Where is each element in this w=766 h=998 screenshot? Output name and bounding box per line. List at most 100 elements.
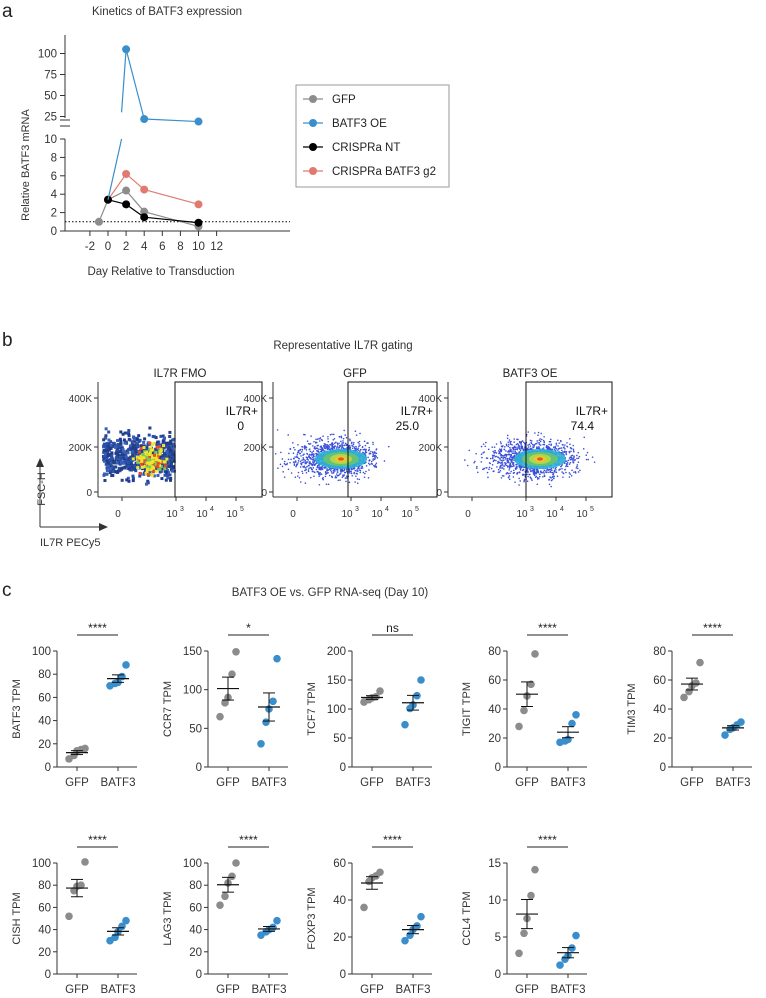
event-dot [311, 456, 314, 459]
event-dot [506, 457, 509, 460]
event-dot [335, 473, 338, 475]
event-dot [103, 452, 107, 456]
dotplot-cish-tpm: 0 20 40 60 80 100 CISH TPM GFP BATF3 **** [11, 833, 137, 996]
event-dot [171, 447, 175, 451]
event-dot [340, 440, 342, 443]
event-dot [349, 470, 352, 473]
event-dot [139, 454, 143, 458]
x-tick-label: GFP [65, 984, 89, 996]
event-dot [508, 457, 511, 459]
event-dot [299, 481, 302, 483]
event-dot [510, 456, 513, 459]
event-dot [152, 435, 156, 439]
y-axis-label: BATF3 TPM [11, 679, 23, 739]
event-dot [538, 439, 541, 442]
event-dot [107, 444, 111, 448]
event-dot [569, 473, 572, 475]
event-dot [168, 473, 172, 477]
event-dot [504, 454, 506, 456]
event-dot [358, 445, 360, 448]
event-dot [322, 477, 324, 479]
event-dot [507, 472, 510, 475]
x-tick-label: 0 [115, 509, 121, 520]
event-dot [542, 447, 545, 449]
event-dot [115, 454, 119, 458]
x-tick-label: BATF3 [252, 777, 287, 789]
event-dot [501, 464, 503, 467]
event-dot [543, 475, 546, 478]
event-dot [503, 465, 506, 467]
event-dot [552, 473, 555, 476]
event-dot [108, 471, 112, 475]
gate-value: 74.4 [571, 419, 595, 433]
event-dot [149, 457, 153, 461]
event-dot [485, 467, 487, 469]
series-batf3-oe [107, 45, 203, 200]
event-dot [562, 476, 564, 478]
significance-label: **** [88, 621, 107, 635]
event-dot [160, 467, 164, 471]
event-dot [332, 439, 335, 441]
event-dot [165, 473, 169, 477]
event-dot [158, 470, 162, 474]
event-dot [302, 457, 304, 459]
event-dot [172, 442, 176, 446]
event-dot [309, 450, 312, 453]
event-dot [105, 472, 109, 476]
data-point [737, 718, 745, 726]
event-dot [514, 452, 516, 454]
event-dot [487, 448, 490, 451]
event-dot [301, 472, 304, 475]
event-dot [574, 459, 577, 461]
legend-marker [309, 119, 317, 127]
x-tick-label: BATF3 [716, 777, 751, 789]
event-dot [165, 463, 169, 467]
event-dot [142, 440, 146, 444]
event-dot [519, 467, 522, 470]
dotplot-tim3-tpm: 0 20 40 60 80 TIM3 TPM GFP BATF3 **** [626, 621, 752, 789]
event-dot [375, 448, 378, 450]
event-dot [159, 465, 163, 469]
event-dot [143, 460, 147, 464]
event-dot [110, 455, 114, 459]
y-axis-label: FSC-H [36, 472, 48, 506]
event-dot [561, 449, 563, 452]
x-axis-label: Day Relative to Transduction [87, 266, 234, 278]
event-dot [120, 456, 124, 460]
event-dot [307, 459, 310, 461]
event-dot [341, 476, 344, 478]
event-dot [540, 438, 543, 441]
data-point [194, 200, 203, 209]
dotplot-ccl4-tpm: 0 5 10 15 CCL4 TPM GFP BATF3 **** [461, 833, 587, 996]
event-dot [165, 468, 169, 472]
density-contour [537, 457, 543, 461]
event-dot [555, 442, 558, 445]
event-dot [159, 447, 163, 451]
event-dot [536, 483, 539, 486]
event-dot [153, 460, 157, 464]
event-dot [349, 439, 351, 442]
event-dot [133, 464, 137, 468]
event-dot [283, 476, 286, 478]
event-dot [313, 440, 315, 443]
event-dot [301, 459, 303, 461]
x-tick-exponent: 5 [415, 506, 419, 513]
event-dot [148, 441, 152, 445]
event-dot [297, 443, 299, 446]
event-dot [504, 446, 506, 448]
x-tick-exponent: 5 [240, 506, 244, 513]
event-dot [536, 440, 538, 442]
event-dot [537, 471, 540, 474]
event-dot [116, 443, 120, 447]
event-dot [547, 446, 550, 448]
significance-label: **** [88, 833, 107, 847]
event-dot [303, 465, 306, 468]
event-dot [337, 479, 340, 482]
event-dot [306, 440, 309, 442]
event-dot [102, 438, 106, 442]
y-tick-label: 40 [38, 716, 51, 728]
event-dot [501, 455, 504, 457]
event-dot [151, 470, 155, 474]
event-dot [131, 476, 135, 480]
y-tick-label: 0 [51, 226, 57, 238]
